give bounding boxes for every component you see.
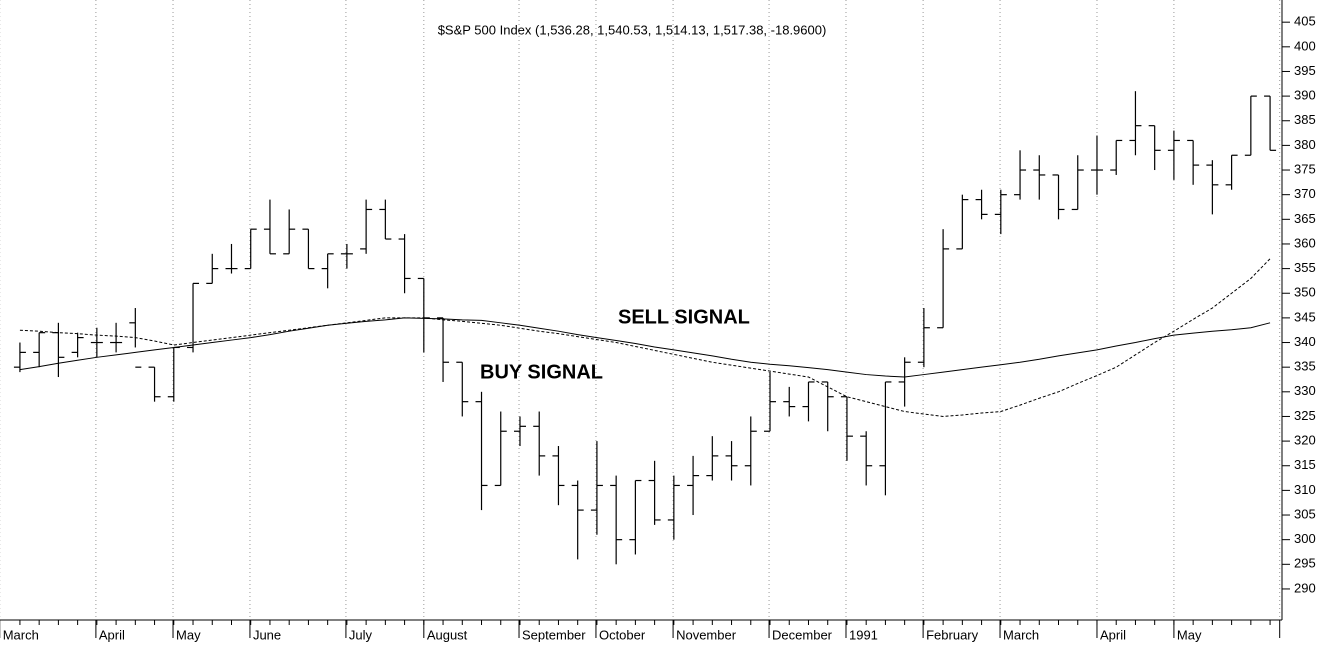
x-tick-label: 1991	[849, 627, 878, 642]
plot-area: March April May June July August September Octo…	[0, 0, 1311, 642]
x-tick-label: August	[427, 627, 468, 642]
x-tick-label: May	[1177, 627, 1202, 642]
x-tick-label: July	[349, 627, 373, 642]
y-tick-label: 345	[1294, 309, 1316, 324]
y-tick-label: 375	[1294, 161, 1316, 176]
y-tick-label: 395	[1294, 63, 1316, 78]
y-tick-label: 300	[1294, 531, 1316, 546]
moving-average	[19, 317, 1271, 378]
y-tick-label: 290	[1294, 580, 1316, 595]
x-tick-label: June	[253, 627, 281, 642]
y-tick-label: 340	[1294, 334, 1316, 349]
moving-average	[19, 258, 1271, 417]
y-tick-label: 390	[1294, 88, 1316, 103]
x-tick-label: September	[522, 627, 586, 642]
y-tick-label: 355	[1294, 260, 1316, 275]
y-tick-label: 315	[1294, 457, 1316, 472]
x-tick-label: April	[1100, 627, 1126, 642]
y-tick-label: 385	[1294, 112, 1316, 127]
y-tick-label: 310	[1294, 482, 1316, 497]
y-tick-label: 320	[1294, 433, 1316, 448]
x-tick-label: April	[99, 627, 125, 642]
y-tick-label: 370	[1294, 186, 1316, 201]
y-tick-label: 380	[1294, 137, 1316, 152]
chart-title: $S&P 500 Index (1,536.28, 1,540.53, 1,51…	[438, 22, 827, 37]
annotation: BUY SIGNAL	[480, 361, 603, 383]
x-tick-label: March	[3, 627, 39, 642]
y-tick-label: 305	[1294, 506, 1316, 521]
y-tick-label: 365	[1294, 211, 1316, 226]
y-tick-label: 295	[1294, 556, 1316, 571]
x-tick-label: May	[176, 627, 201, 642]
y-tick-label: 335	[1294, 359, 1316, 374]
y-tick-label: 405	[1294, 14, 1316, 29]
x-tick-label: October	[599, 627, 646, 642]
annotation: SELL SIGNAL	[618, 306, 750, 328]
x-tick-label: March	[1003, 627, 1039, 642]
x-tick-label: December	[772, 627, 833, 642]
x-tick-label: February	[926, 627, 979, 642]
x-tick-label: June	[1283, 627, 1311, 642]
y-tick-label: 325	[1294, 408, 1316, 423]
y-tick-label: 400	[1294, 38, 1316, 53]
y-tick-label: 330	[1294, 383, 1316, 398]
y-tick-label: 350	[1294, 285, 1316, 300]
x-tick-label: November	[676, 627, 737, 642]
y-tick-label: 360	[1294, 235, 1316, 250]
